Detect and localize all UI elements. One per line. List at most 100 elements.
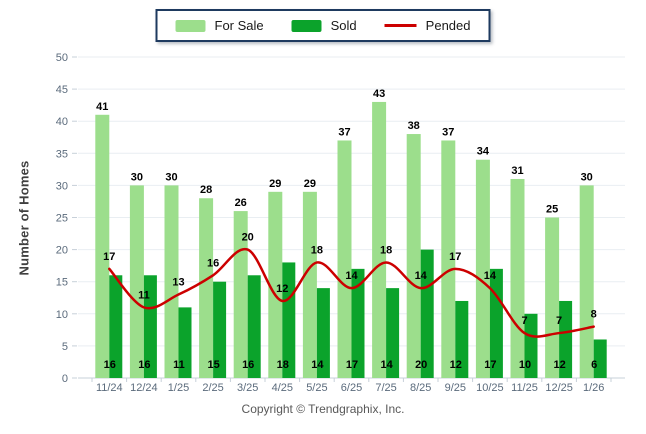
legend-item-sold: Sold — [291, 18, 357, 33]
sold-value-label: 15 — [207, 359, 219, 371]
pended-value-label: 12 — [276, 283, 288, 295]
for-sale-bar — [579, 185, 594, 378]
for-sale-value-label: 26 — [235, 197, 247, 209]
pended-value-label: 7 — [556, 315, 562, 327]
for-sale-bar — [302, 191, 317, 378]
sold-value-label: 10 — [519, 359, 531, 371]
sold-value-label: 6 — [591, 359, 597, 371]
y-tick-label: 20 — [56, 245, 68, 257]
sold-value-label: 18 — [277, 359, 289, 371]
for-sale-bar — [337, 140, 352, 378]
pended-value-label: 13 — [172, 277, 184, 289]
y-tick-label: 30 — [56, 180, 68, 192]
sold-legend-label: Sold — [330, 18, 357, 33]
x-tick-label: 12/25 — [545, 382, 573, 394]
pended-value-label: 11 — [138, 289, 150, 301]
x-tick-label: 3/25 — [237, 382, 258, 394]
for-sale-value-label: 29 — [304, 178, 316, 190]
for-sale-bar — [372, 101, 387, 378]
x-tick-label: 8/25 — [410, 382, 431, 394]
sold-value-label: 14 — [311, 359, 324, 371]
sold-value-label: 17 — [484, 359, 496, 371]
sold-bar — [351, 268, 365, 378]
chart-legend: For Sale Sold Pended — [155, 9, 491, 42]
sold-value-label: 16 — [138, 359, 150, 371]
sold-value-label: 12 — [450, 359, 462, 371]
for-sale-value-label: 29 — [269, 178, 281, 190]
pended-value-label: 7 — [521, 315, 527, 327]
for-sale-bar — [475, 159, 490, 378]
x-tick-label: 7/25 — [375, 382, 396, 394]
sold-value-label: 14 — [380, 359, 393, 371]
for-sale-bar — [164, 185, 179, 378]
legend-item-for-sale: For Sale — [175, 18, 264, 33]
sold-bar — [559, 300, 573, 378]
for-sale-value-label: 25 — [546, 204, 558, 216]
pended-value-label: 16 — [207, 257, 219, 269]
sold-bar — [489, 268, 503, 378]
y-tick-label: 0 — [62, 373, 68, 385]
pended-value-label: 8 — [591, 309, 597, 321]
pended-value-label: 14 — [345, 270, 358, 282]
sold-value-label: 16 — [242, 359, 254, 371]
x-tick-label: 2/25 — [202, 382, 223, 394]
sold-bar — [247, 275, 261, 378]
for-sale-value-label: 31 — [511, 165, 523, 177]
sold-value-label: 20 — [415, 359, 427, 371]
for-sale-bar — [129, 185, 144, 378]
for-sale-value-label: 37 — [338, 126, 350, 138]
y-tick-label: 5 — [62, 341, 68, 353]
for-sale-bar — [441, 140, 456, 378]
for-sale-bar — [510, 178, 525, 378]
copyright-text: Copyright © Trendgraphix, Inc. — [241, 402, 405, 416]
x-tick-label: 11/24 — [96, 382, 123, 394]
x-tick-label: 1/25 — [168, 382, 189, 394]
sold-bar — [386, 288, 400, 378]
sold-bar — [524, 313, 538, 378]
for-sale-bar — [268, 191, 283, 378]
sold-bar — [420, 249, 434, 378]
y-tick-label: 40 — [56, 116, 68, 128]
x-tick-label: 1/26 — [583, 382, 604, 394]
for-sale-value-label: 30 — [581, 171, 593, 183]
sold-bar — [593, 339, 607, 378]
sold-value-label: 12 — [553, 359, 565, 371]
x-tick-label: 5/25 — [306, 382, 327, 394]
for-sale-value-label: 30 — [131, 171, 143, 183]
for-sale-value-label: 28 — [200, 184, 212, 196]
for-sale-value-label: 37 — [442, 126, 454, 138]
x-tick-label: 6/25 — [341, 382, 362, 394]
sold-bar — [455, 300, 469, 378]
y-tick-label: 10 — [56, 309, 68, 321]
for-sale-bar — [406, 134, 421, 378]
for-sale-value-label: 41 — [96, 101, 108, 113]
pended-line-swatch-icon — [384, 24, 417, 27]
sold-bar — [109, 275, 123, 378]
y-tick-label: 50 — [56, 52, 68, 64]
for-sale-value-label: 30 — [165, 171, 177, 183]
pended-value-label: 18 — [380, 244, 392, 256]
sold-value-label: 11 — [173, 359, 185, 371]
x-tick-label: 12/24 — [130, 382, 158, 394]
y-tick-label: 35 — [56, 148, 68, 160]
sold-bar — [143, 275, 157, 378]
pended-value-label: 14 — [484, 270, 497, 282]
x-tick-label: 9/25 — [445, 382, 466, 394]
y-tick-label: 15 — [56, 277, 68, 289]
sold-value-label: 16 — [104, 359, 116, 371]
for-sale-bar — [95, 114, 110, 378]
sold-bar — [316, 288, 330, 378]
sold-bar — [213, 281, 227, 378]
for-sale-value-label: 38 — [408, 120, 420, 132]
y-tick-label: 45 — [56, 84, 68, 96]
x-tick-label: 11/25 — [511, 382, 538, 394]
pended-value-label: 14 — [415, 270, 428, 282]
for-sale-legend-label: For Sale — [214, 18, 264, 33]
pended-legend-label: Pended — [425, 18, 471, 33]
for-sale-value-label: 34 — [477, 146, 490, 158]
sold-bar — [178, 307, 192, 378]
pended-value-label: 18 — [311, 244, 323, 256]
for-sale-swatch-icon — [175, 19, 206, 32]
